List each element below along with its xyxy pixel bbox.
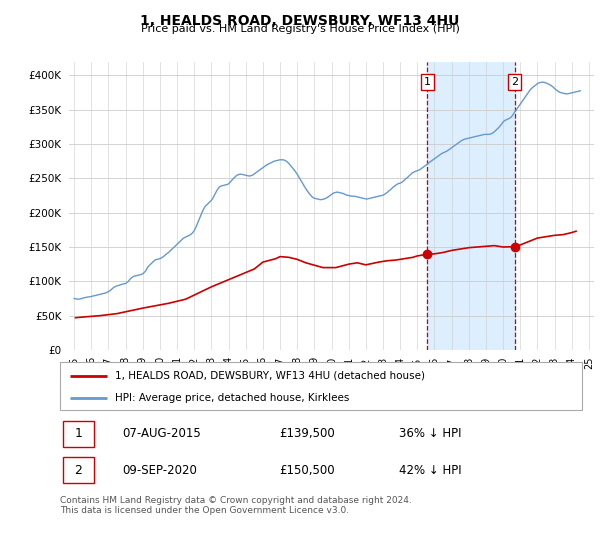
Text: HPI: Average price, detached house, Kirklees: HPI: Average price, detached house, Kirk… bbox=[115, 393, 349, 403]
Text: 36% ↓ HPI: 36% ↓ HPI bbox=[400, 427, 462, 440]
Text: £150,500: £150,500 bbox=[279, 464, 335, 477]
Text: Price paid vs. HM Land Registry's House Price Index (HPI): Price paid vs. HM Land Registry's House … bbox=[140, 24, 460, 34]
Text: £139,500: £139,500 bbox=[279, 427, 335, 440]
Text: Contains HM Land Registry data © Crown copyright and database right 2024.
This d: Contains HM Land Registry data © Crown c… bbox=[60, 496, 412, 515]
Text: 1: 1 bbox=[74, 427, 82, 440]
Bar bbox=[427, 62, 515, 350]
Text: 42% ↓ HPI: 42% ↓ HPI bbox=[400, 464, 462, 477]
Text: 1: 1 bbox=[424, 77, 431, 87]
Bar bbox=[62, 457, 94, 483]
Text: 07-AUG-2015: 07-AUG-2015 bbox=[122, 427, 202, 440]
Text: 09-SEP-2020: 09-SEP-2020 bbox=[122, 464, 197, 477]
Text: 2: 2 bbox=[74, 464, 82, 477]
Text: 1, HEALDS ROAD, DEWSBURY, WF13 4HU: 1, HEALDS ROAD, DEWSBURY, WF13 4HU bbox=[140, 14, 460, 28]
Text: 1, HEALDS ROAD, DEWSBURY, WF13 4HU (detached house): 1, HEALDS ROAD, DEWSBURY, WF13 4HU (deta… bbox=[115, 371, 425, 381]
Bar bbox=[62, 421, 94, 447]
Text: 2: 2 bbox=[511, 77, 518, 87]
